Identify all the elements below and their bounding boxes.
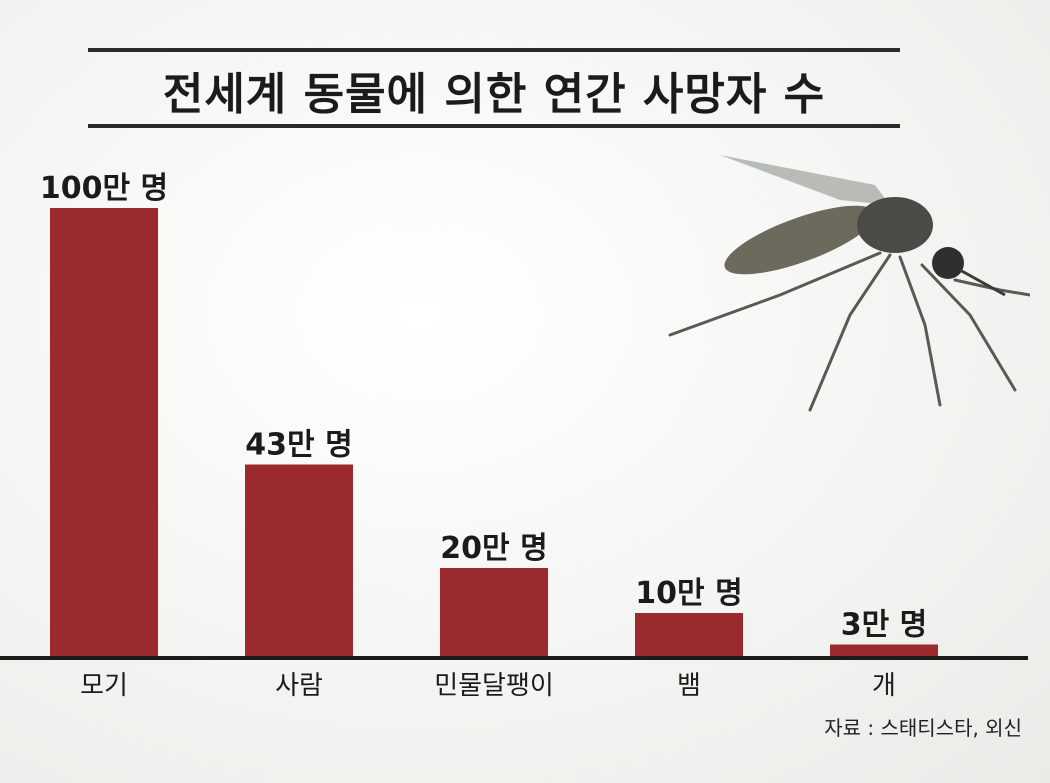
source-note: 자료 : 스태티스타, 외신 [824,716,1022,740]
category-label-2: 민물달팽이 [434,671,554,701]
data-label-1: 43만 명 [245,428,352,463]
data-label-4: 3만 명 [841,608,928,643]
bar-1 [245,464,353,658]
chart-title: 전세계 동물에 의한 연간 사망자 수 [162,69,826,120]
title-block: 전세계 동물에 의한 연간 사망자 수 [88,48,900,128]
category-label-3: 뱀 [677,671,701,701]
data-label-2: 20만 명 [440,531,547,566]
mosquito-illustration [668,155,1030,412]
category-label-4: 개 [872,671,896,701]
bar-3 [635,613,743,658]
category-label-0: 모기 [80,671,128,701]
title-rule-bottom [88,124,900,128]
data-label-0: 100만 명 [40,171,168,206]
title-rule-top [88,48,900,52]
bar-4 [830,644,938,658]
data-label-3: 10만 명 [635,576,742,611]
bar-2 [440,568,548,658]
category-label-1: 사람 [275,671,323,701]
bar-0 [50,208,158,658]
